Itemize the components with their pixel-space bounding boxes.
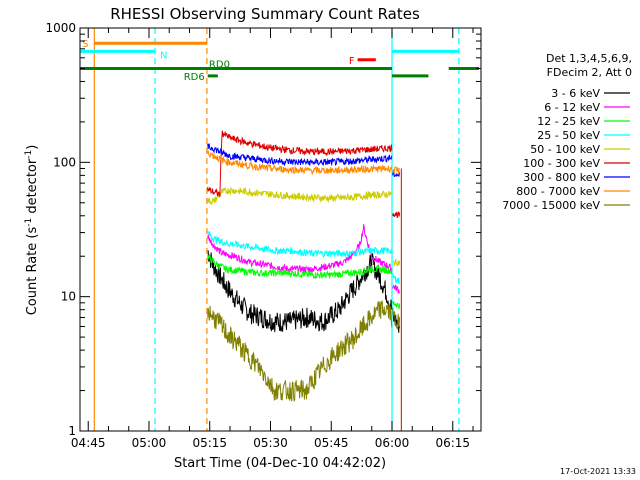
legend-entry-label: 7000 - 15000 keV bbox=[502, 199, 600, 212]
x-tick-label: 05:30 bbox=[253, 436, 288, 450]
legend-entry-label: 800 - 7000 keV bbox=[516, 185, 600, 198]
x-tick-label: 06:00 bbox=[375, 436, 410, 450]
plot-area bbox=[93, 28, 460, 431]
flag-label: N bbox=[160, 50, 167, 61]
flag-label: RD0 bbox=[209, 59, 230, 70]
chart-title: RHESSI Observing Summary Count Rates bbox=[110, 5, 420, 23]
series-tail-9 bbox=[392, 307, 401, 331]
legend-entry-label: 50 - 100 keV bbox=[530, 143, 600, 156]
series-line-6 bbox=[207, 130, 393, 197]
series-line-3 bbox=[207, 253, 393, 280]
series-group bbox=[207, 130, 402, 431]
series-line-1 bbox=[207, 250, 393, 333]
flag-label: RD6 bbox=[184, 72, 205, 83]
legend-entry-label: 300 - 800 keV bbox=[523, 171, 600, 184]
series-tail-6 bbox=[392, 211, 401, 219]
legend-entry-label: 12 - 25 keV bbox=[537, 115, 600, 128]
footer-date: 17-Oct-2021 13:33 bbox=[560, 467, 636, 476]
legend-header-line: FDecim 2, Att 0 bbox=[547, 66, 632, 79]
series-tail-4 bbox=[392, 273, 401, 285]
x-tick-label: 06:15 bbox=[435, 436, 470, 450]
y-axis-label: Count Rate (s-1 detector-1) bbox=[24, 145, 40, 316]
legend: Det 1,3,4,5,6,9,FDecim 2, Att 0 3 - 6 keV… bbox=[502, 52, 632, 212]
y-tick-label: 10 bbox=[61, 290, 76, 304]
series-line-4 bbox=[207, 231, 393, 259]
series-line-5 bbox=[207, 186, 393, 206]
series-tail-8 bbox=[392, 166, 400, 175]
x-tick-label: 05:00 bbox=[132, 436, 167, 450]
y-axis-label-mid: detector bbox=[25, 158, 40, 218]
y-axis-label-end: ) bbox=[25, 145, 40, 150]
y-tick-label: 1000 bbox=[45, 21, 76, 35]
x-tick-label: 05:15 bbox=[192, 436, 227, 450]
series-tail-5 bbox=[392, 258, 401, 267]
series-line-9 bbox=[207, 300, 393, 403]
plot-frame bbox=[79, 27, 482, 432]
flag-label: S bbox=[82, 39, 88, 50]
series-line-7 bbox=[207, 143, 393, 167]
series-line-8 bbox=[207, 150, 393, 176]
axes: 1 10 100 1000 04:45 05:00 05:15 05:30 05:45 06:00… bbox=[45, 21, 481, 450]
legend-header-line: Det 1,3,4,5,6,9, bbox=[546, 52, 632, 65]
flag-bars: S N F RD0 RD6 bbox=[80, 39, 480, 83]
y-axis-label-sup2: -1 bbox=[24, 150, 34, 159]
y-axis-label-main: Count Rate (s bbox=[25, 227, 40, 316]
y-tick-label: 1 bbox=[68, 424, 76, 438]
series-tail-3 bbox=[392, 301, 401, 310]
legend-entry-label: 3 - 6 keV bbox=[551, 87, 600, 100]
x-tick-label: 04:45 bbox=[71, 436, 106, 450]
flag-label: F bbox=[349, 56, 355, 67]
y-axis-label-sup1: -1 bbox=[24, 218, 34, 227]
x-tick-label: 05:45 bbox=[314, 436, 349, 450]
series-line-2 bbox=[207, 224, 393, 274]
series-tail-2 bbox=[392, 284, 400, 294]
legend-entry-label: 25 - 50 keV bbox=[537, 129, 600, 142]
y-tick-label: 100 bbox=[53, 155, 76, 169]
legend-entry-label: 6 - 12 keV bbox=[544, 101, 600, 114]
legend-entry-label: 100 - 300 keV bbox=[523, 157, 600, 170]
x-axis-label: Start Time (04-Dec-10 04:42:02) bbox=[174, 456, 386, 471]
